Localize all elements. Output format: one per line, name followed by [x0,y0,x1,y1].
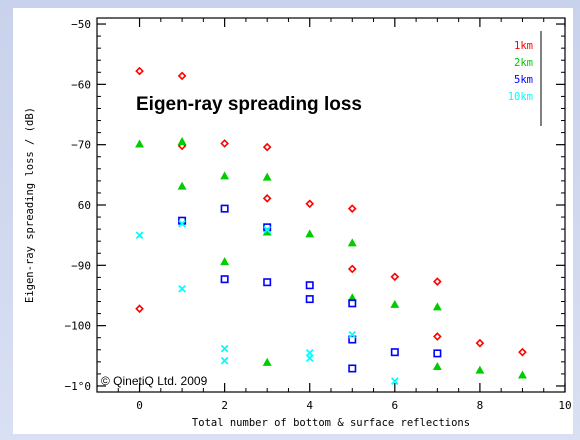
data-point-1km [433,332,442,341]
legend-entry-5km: 5km [514,74,533,86]
plot-frame [13,8,573,434]
data-point-1km [475,338,485,348]
data-point-1km [262,142,272,152]
plot-area [96,17,566,393]
data-point-2km [262,357,272,366]
data-point-5km [220,204,229,213]
legend-entry-1km: 1km [514,40,533,52]
legend: 1km 2km 5km 10km [508,31,542,126]
y-tick-label: −90 [71,259,91,272]
data-point-5km [263,278,272,287]
data-point-2km [177,137,187,146]
legend-entry-10km: 10km [508,91,533,103]
data-point-2km [475,365,485,374]
data-point-5km [433,349,442,358]
data-point-1km [135,304,144,314]
data-point-5km [305,295,314,304]
data-point-2km [177,181,187,190]
y-tick-label: −70 [71,139,91,152]
x-axis-ticks: 0 2 4 6 8 10 [117,18,572,412]
data-point-10km [178,219,186,228]
legend-entry-2km: 2km [514,57,533,69]
data-point-10km [135,231,144,239]
data-point-1km [177,71,187,81]
data-point-5km [220,275,229,284]
copyright-annotation: © QinetiQ Ltd. 2009 [101,374,208,388]
data-point-2km [262,172,272,181]
data-point-5km [348,299,357,308]
data-point-10km [220,344,229,353]
data-point-1km [220,139,229,148]
data-point-5km [305,281,314,290]
data-point-10km [263,225,272,234]
data-point-5km [348,364,357,373]
x-tick-label: 6 [392,399,399,412]
x-tick-label: 4 [306,399,313,412]
x-tick-label: 8 [477,399,484,412]
data-point-10km [220,356,229,365]
x-tick-label: 0 [136,399,143,412]
data-point-2km [135,139,144,148]
x-tick-label: 2 [221,399,228,412]
x-axis-title: Total number of bottom & surface reflect… [192,417,470,429]
y-tick-label: −60 [71,78,91,91]
data-point-10km [305,354,314,363]
data-point-1km [433,277,442,286]
data-points [135,66,527,385]
y-tick-label: −50 [71,18,91,31]
y-tick-label: −1°0 [65,380,92,393]
data-point-10km [348,330,357,339]
data-point-2km [305,229,315,238]
y-tick-label: 60 [78,199,91,212]
data-point-5km [348,335,357,344]
y-axis-title: Eigen-ray spreading loss / (dB) [24,107,36,303]
chart-title: Eigen-ray spreading loss [136,94,362,115]
data-point-2km [432,362,442,371]
data-point-2km [347,238,357,247]
data-point-10km [178,285,186,293]
data-point-10km [390,377,399,385]
x-tick-label: 10 [558,399,571,412]
data-point-1km [347,204,357,213]
y-axis-ticks: −50 −60 −70 60 −90 −100 −1°0 [65,18,565,393]
data-point-1km [390,272,400,282]
data-point-2km [220,257,230,266]
data-point-1km [262,194,272,203]
y-tick-label: −100 [65,320,92,333]
data-point-2km [432,302,442,311]
data-point-2km [518,370,527,379]
data-point-2km [390,299,400,308]
data-point-1km [347,264,357,274]
data-point-5km [390,348,399,357]
data-point-2km [220,171,230,180]
data-point-1km [305,199,315,209]
data-point-1km [135,66,144,76]
data-point-1km [518,347,527,357]
